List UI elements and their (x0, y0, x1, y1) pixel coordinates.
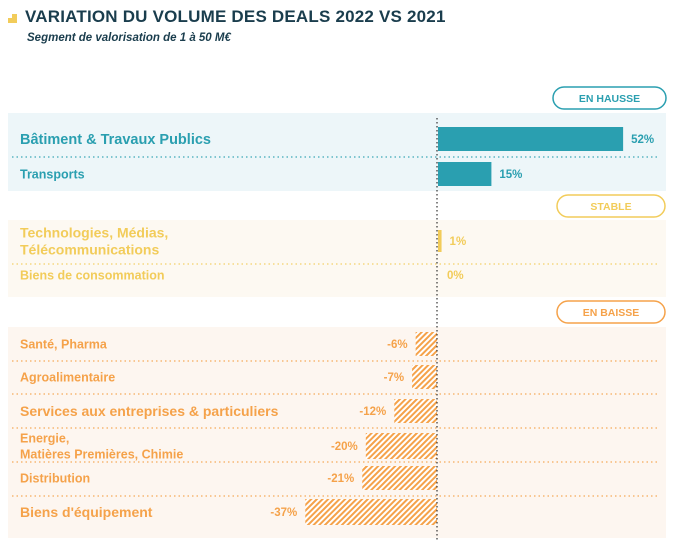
data-label: -6% (387, 339, 407, 351)
group-badge-label: EN HAUSSE (579, 93, 640, 105)
bar (438, 127, 624, 151)
category-label: Agroalimentaire (20, 370, 115, 384)
data-label: -7% (384, 372, 404, 384)
group-badge (556, 300, 666, 324)
data-label: 15% (499, 169, 522, 181)
bar (438, 162, 492, 186)
data-label: 52% (631, 134, 654, 146)
group-badge (552, 86, 667, 110)
group-badge-label: EN BAISSE (583, 307, 640, 319)
bar (365, 433, 437, 459)
category-label: Bâtiment & Travaux Publics (20, 132, 211, 148)
page-subtitle: Segment de valorisation de 1 à 50 M€ (27, 32, 231, 44)
group-badge-label: STABLE (590, 201, 631, 213)
bar (412, 365, 437, 389)
group-background (8, 220, 666, 297)
category-label: Transports (20, 167, 85, 181)
bar (305, 499, 437, 525)
data-label: -21% (327, 473, 354, 485)
bar (394, 399, 437, 423)
bar (362, 466, 437, 490)
category-label: Services aux entreprises & particuliers (20, 403, 279, 419)
bar (415, 332, 437, 356)
data-label: 0% (447, 270, 464, 282)
data-label: -12% (359, 406, 386, 418)
data-label: 1% (450, 236, 467, 248)
group-background (8, 113, 666, 191)
group-badge (556, 194, 666, 218)
category-label: Distribution (20, 471, 90, 485)
bar (438, 230, 442, 252)
page-title: VARIATION DU VOLUME DES DEALS 2022 VS 20… (25, 7, 446, 26)
header-square-icon (8, 14, 17, 23)
data-label: -20% (331, 441, 358, 453)
data-label: -37% (270, 507, 297, 519)
category-label: Biens d'équipement (20, 504, 153, 520)
category-label: Biens de consommation (20, 268, 164, 282)
category-label: Energie, Matières Premières, Chimie (20, 431, 183, 461)
category-label: Technologies, Médias, Télécommunications (20, 224, 168, 257)
category-label: Santé, Pharma (20, 337, 108, 351)
